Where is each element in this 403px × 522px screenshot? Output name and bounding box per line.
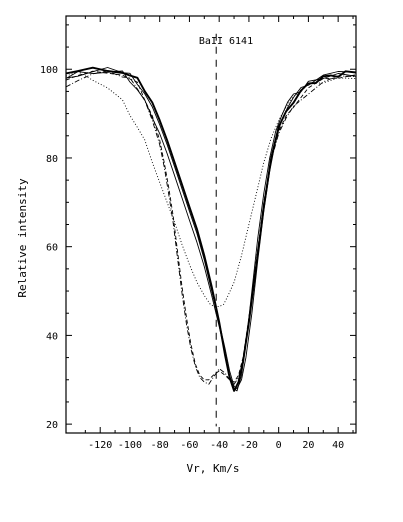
- chart-title: BaII 6141: [199, 36, 253, 47]
- x-tick-label: 20: [302, 440, 314, 451]
- spectrum-line: [65, 70, 357, 392]
- x-tick-label: -20: [240, 440, 258, 451]
- y-ticks: 20 40 60 80 100: [40, 24, 356, 431]
- y-tick-label: 60: [46, 243, 58, 254]
- y-tick-label: 100: [40, 65, 58, 76]
- spectrum-line: [65, 71, 357, 308]
- x-tick-label: 40: [332, 440, 344, 451]
- y-tick-label: 40: [46, 331, 58, 342]
- spectrum-line: [65, 66, 357, 392]
- x-tick-label: -80: [151, 440, 169, 451]
- spectrum-line: [65, 70, 357, 385]
- y-axis-label: Relative intensity: [16, 178, 29, 298]
- x-tick-label: -100: [118, 440, 142, 451]
- x-tick-label: -60: [180, 440, 198, 451]
- x-tick-label: -40: [210, 440, 228, 451]
- spectra: [65, 66, 357, 392]
- plot-frame: [65, 15, 357, 434]
- x-axis-label: Vr, Km/s: [187, 462, 240, 475]
- x-ticks: -120 -100 -80 -60 -40 -20 0 20 40: [84, 16, 354, 451]
- spectrum-line: [65, 70, 357, 383]
- x-tick-label: -120: [88, 440, 112, 451]
- y-tick-label: 80: [46, 154, 58, 165]
- spectrum-line: [65, 67, 357, 390]
- x-tick-label: 0: [276, 440, 282, 451]
- y-tick-label: 20: [46, 420, 58, 431]
